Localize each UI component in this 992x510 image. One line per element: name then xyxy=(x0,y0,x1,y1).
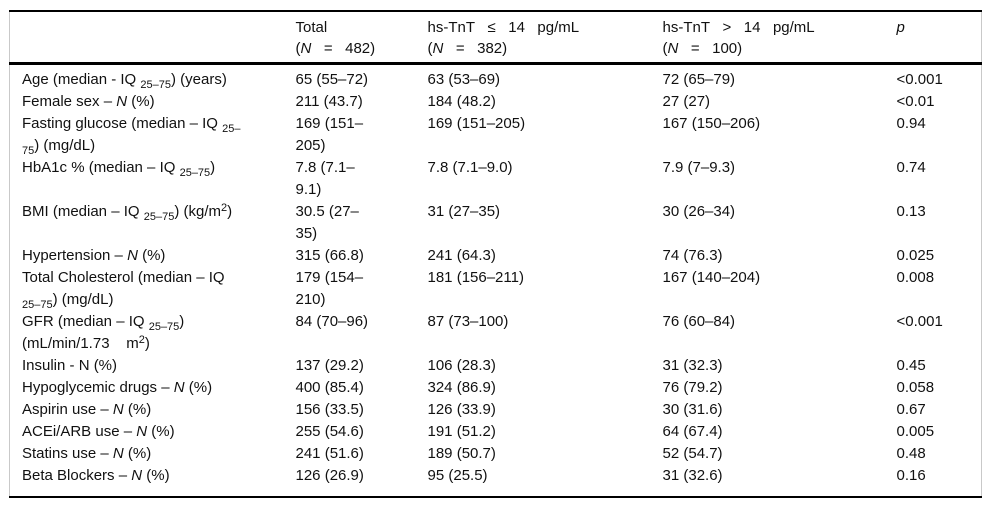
cell-tnt-le: 63 (53–69) xyxy=(427,71,501,88)
cell-total: 7.8 (7.1– 9.1) xyxy=(295,159,355,198)
cell-tnt-gt: 76 (79.2) xyxy=(662,379,723,396)
row-label: Total Cholesterol (median – IQ 25–75) (mg… xyxy=(22,269,225,311)
cell-tnt-le: 7.8 (7.1–9.0) xyxy=(427,159,513,176)
cell-tnt-le: 95 (25.5) xyxy=(427,467,488,484)
row-label: Fasting glucose (median – IQ 25– 75) (mg/… xyxy=(22,115,241,157)
table-row-gfr: GFR (median – IQ 25–75) (mL/min/1.73 m2) … xyxy=(10,311,982,355)
row-label: ACEi/ARB use – N (%) xyxy=(22,423,175,440)
cell-p-value: 0.058 xyxy=(896,379,935,396)
cell-tnt-gt: 31 (32.3) xyxy=(662,357,723,374)
cell-tnt-gt: 30 (31.6) xyxy=(662,401,723,418)
cell-p-value: 0.005 xyxy=(896,423,935,440)
row-label: Female sex – N (%) xyxy=(22,93,155,110)
cell-tnt-gt: 52 (54.7) xyxy=(662,445,723,462)
cell-p-value: 0.008 xyxy=(896,269,935,286)
cell-tnt-le: 181 (156–211) xyxy=(427,269,524,286)
cell-tnt-gt: 72 (65–79) xyxy=(662,71,736,88)
cell-tnt-le: 126 (33.9) xyxy=(427,401,496,418)
row-label: Hypoglycemic drugs – N (%) xyxy=(22,379,213,396)
cell-total: 137 (29.2) xyxy=(295,357,364,374)
row-label: Statins use – N (%) xyxy=(22,445,152,462)
cell-tnt-gt: 74 (76.3) xyxy=(662,247,723,264)
table-row-statins-use: Statins use – N (%) 241 (51.6) 189 (50.7… xyxy=(10,443,982,465)
table-row-insulin: Insulin - N (%) 137 (29.2) 106 (28.3) 31… xyxy=(10,355,982,377)
cell-tnt-le: 324 (86.9) xyxy=(427,379,496,396)
cell-total: 400 (85.4) xyxy=(295,379,364,396)
cell-p-value: 0.74 xyxy=(896,159,926,176)
header-tnt-gt-14: hs-TnT > 14 pg/mL (N = 100) xyxy=(662,11,897,65)
header-total: Total (N = 482) xyxy=(295,11,428,65)
cell-tnt-le: 106 (28.3) xyxy=(427,357,496,374)
cell-tnt-gt: 31 (32.6) xyxy=(662,467,723,484)
row-label: Beta Blockers – N (%) xyxy=(22,467,170,484)
header-row-label xyxy=(9,11,296,65)
cell-p-value: 0.67 xyxy=(896,401,926,418)
cell-tnt-le: 189 (50.7) xyxy=(427,445,496,462)
cell-tnt-gt: 7.9 (7–9.3) xyxy=(662,159,736,176)
table-row-total-cholesterol: Total Cholesterol (median – IQ 25–75) (mg… xyxy=(10,267,982,311)
cell-tnt-le: 191 (51.2) xyxy=(427,423,496,440)
table-row-hypertension: Hypertension – N (%) 315 (66.8) 241 (64.… xyxy=(10,245,982,267)
cell-p-value: <0.01 xyxy=(896,93,935,110)
row-label: Age (median - IQ 25–75) (years) xyxy=(22,71,227,91)
row-label: HbA1c % (median – IQ 25–75) xyxy=(22,159,216,179)
cell-total: 211 (43.7) xyxy=(295,93,363,110)
cell-tnt-gt: 167 (150–206) xyxy=(662,115,761,132)
cell-p-value: <0.001 xyxy=(896,313,943,330)
header-tnt-le-14: hs-TnT ≤ 14 pg/mL (N = 382) xyxy=(427,11,663,65)
cell-tnt-le: 184 (48.2) xyxy=(427,93,496,110)
row-label: GFR (median – IQ 25–75) (mL/min/1.73 m2) xyxy=(22,313,185,352)
cell-p-value: <0.001 xyxy=(896,71,943,88)
cell-total: 126 (26.9) xyxy=(295,467,364,484)
cell-total: 241 (51.6) xyxy=(295,445,364,462)
cell-total: 65 (55–72) xyxy=(295,71,369,88)
cell-tnt-gt: 27 (27) xyxy=(662,93,711,110)
cell-tnt-le: 31 (27–35) xyxy=(427,203,501,220)
cell-tnt-gt: 30 (26–34) xyxy=(662,203,736,220)
cell-total: 30.5 (27– 35) xyxy=(295,203,359,242)
row-label: BMI (median – IQ 25–75) (kg/m2) xyxy=(22,202,233,223)
header-p-value: p xyxy=(896,11,982,65)
cell-p-value: 0.025 xyxy=(896,247,935,264)
table-row-female-sex: Female sex – N (%) 211 (43.7) 184 (48.2)… xyxy=(10,91,982,113)
cell-p-value: 0.13 xyxy=(896,203,926,220)
header-row: Total (N = 482) hs-TnT ≤ 14 pg/mL (N = 382… xyxy=(9,11,982,65)
row-label: Insulin - N (%) xyxy=(22,357,118,374)
cell-tnt-gt: 76 (60–84) xyxy=(662,313,736,330)
cell-p-value: 0.16 xyxy=(896,467,926,484)
row-label: Hypertension – N (%) xyxy=(22,247,166,264)
table-row-hypoglycemic-drugs: Hypoglycemic drugs – N (%) 400 (85.4) 32… xyxy=(10,377,982,399)
table-row-aspirin-use: Aspirin use – N (%) 156 (33.5) 126 (33.9… xyxy=(10,399,982,421)
cell-p-value: 0.48 xyxy=(896,445,926,462)
cell-tnt-gt: 64 (67.4) xyxy=(662,423,723,440)
table-row-age: Age (median - IQ 25–75) (years) 65 (55–7… xyxy=(10,64,982,92)
cell-tnt-le: 169 (151–205) xyxy=(427,115,526,132)
table-row-hba1c: HbA1c % (median – IQ 25–75) 7.8 (7.1– 9.… xyxy=(10,157,982,201)
cell-total: 179 (154– 210) xyxy=(295,269,364,308)
cell-tnt-gt: 167 (140–204) xyxy=(662,269,761,286)
cell-tnt-le: 87 (73–100) xyxy=(427,313,509,330)
table-row-fasting-glucose: Fasting glucose (median – IQ 25– 75) (mg/… xyxy=(10,113,982,157)
cell-p-value: 0.45 xyxy=(896,357,926,374)
cell-total: 169 (151– 205) xyxy=(295,115,364,154)
cell-total: 255 (54.6) xyxy=(295,423,364,440)
cell-total: 84 (70–96) xyxy=(295,313,369,330)
cell-tnt-le: 241 (64.3) xyxy=(427,247,496,264)
baseline-characteristics-table: Total (N = 482) hs-TnT ≤ 14 pg/mL (N = 382… xyxy=(9,10,982,498)
cell-total: 156 (33.5) xyxy=(295,401,364,418)
cell-total: 315 (66.8) xyxy=(295,247,364,264)
row-label: Aspirin use – N (%) xyxy=(22,401,152,418)
table-row-acei-arb-use: ACEi/ARB use – N (%) 255 (54.6) 191 (51.… xyxy=(10,421,982,443)
table-row-bmi: BMI (median – IQ 25–75) (kg/m2) 30.5 (27… xyxy=(10,201,982,245)
table-row-beta-blockers: Beta Blockers – N (%) 126 (26.9) 95 (25.… xyxy=(10,465,982,497)
cell-p-value: 0.94 xyxy=(896,115,926,132)
